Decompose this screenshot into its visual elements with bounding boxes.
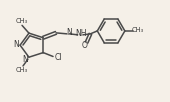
Text: CH₃: CH₃ xyxy=(16,18,28,24)
Text: Cl: Cl xyxy=(54,53,62,62)
Text: N: N xyxy=(13,40,19,49)
Text: NH: NH xyxy=(75,29,87,38)
Text: O: O xyxy=(82,42,87,50)
Text: N: N xyxy=(66,28,72,37)
Text: CH₃: CH₃ xyxy=(132,27,144,33)
Text: CH₃: CH₃ xyxy=(16,67,28,73)
Text: N: N xyxy=(23,55,28,64)
